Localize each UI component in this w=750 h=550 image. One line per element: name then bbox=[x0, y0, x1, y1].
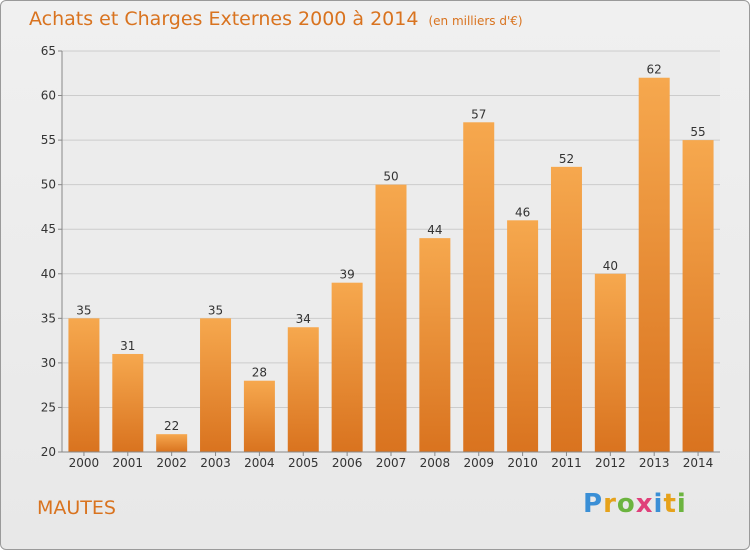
logo-letter: P bbox=[583, 489, 604, 519]
y-tick-label: 40 bbox=[41, 267, 56, 281]
bar-value-label: 62 bbox=[647, 63, 662, 77]
x-tick-label: 2006 bbox=[332, 456, 363, 470]
bar-value-label: 22 bbox=[164, 419, 179, 433]
bar bbox=[638, 77, 670, 452]
bar-value-label: 46 bbox=[515, 205, 530, 219]
bar-value-label: 44 bbox=[427, 223, 442, 237]
logo-letter: r bbox=[603, 489, 617, 519]
logo-letter: o bbox=[616, 489, 636, 519]
x-tick-label: 2012 bbox=[595, 456, 626, 470]
logo-letter: i bbox=[653, 489, 664, 519]
x-tick-label: 2001 bbox=[113, 456, 144, 470]
logo-letter: x bbox=[635, 489, 654, 519]
y-tick-label: 20 bbox=[41, 445, 56, 459]
bar bbox=[331, 282, 363, 452]
bar bbox=[156, 434, 188, 452]
title-unit: (en milliers d'€) bbox=[428, 14, 523, 28]
bar-value-label: 39 bbox=[339, 268, 354, 282]
bar bbox=[463, 122, 495, 453]
bar bbox=[375, 184, 407, 452]
x-tick-label: 2000 bbox=[69, 456, 100, 470]
bar bbox=[419, 238, 451, 452]
bar-value-label: 28 bbox=[252, 366, 267, 380]
x-tick-label: 2014 bbox=[683, 456, 714, 470]
bar-value-label: 34 bbox=[296, 312, 311, 326]
y-tick-label: 50 bbox=[41, 178, 56, 192]
logo-letter: i bbox=[676, 489, 687, 519]
y-tick-label: 60 bbox=[41, 89, 56, 103]
bar bbox=[507, 220, 539, 452]
bar-value-label: 55 bbox=[690, 125, 705, 139]
x-tick-label: 2010 bbox=[507, 456, 538, 470]
y-tick-label: 55 bbox=[41, 133, 56, 147]
bar-value-label: 52 bbox=[559, 152, 574, 166]
y-tick-label: 30 bbox=[41, 356, 56, 370]
x-tick-label: 2008 bbox=[420, 456, 451, 470]
x-tick-label: 2004 bbox=[244, 456, 275, 470]
y-tick-label: 65 bbox=[41, 44, 56, 58]
bar bbox=[287, 327, 319, 452]
bar bbox=[112, 353, 144, 452]
x-tick-label: 2005 bbox=[288, 456, 319, 470]
bar bbox=[200, 318, 232, 452]
title-text: Achats et Charges Externes 2000 à 2014 bbox=[29, 8, 419, 30]
bar bbox=[594, 273, 626, 452]
bar-value-label: 35 bbox=[208, 303, 223, 317]
y-tick-label: 25 bbox=[41, 400, 56, 414]
axis-layer: 20 25 30 35 40 45 50 55 60 65 2000 2001 2002 2003 2004… bbox=[41, 44, 720, 470]
bar bbox=[682, 140, 714, 452]
bar-value-label: 57 bbox=[471, 107, 486, 121]
bar bbox=[550, 166, 582, 452]
bar-value-label: 35 bbox=[76, 303, 91, 317]
y-tick-label: 35 bbox=[41, 311, 56, 325]
bar-value-label: 40 bbox=[603, 259, 618, 273]
commune-name: MAUTES bbox=[37, 497, 116, 519]
y-tick-label: 45 bbox=[41, 222, 56, 236]
bar bbox=[68, 318, 100, 452]
x-tick-label: 2013 bbox=[639, 456, 670, 470]
proxiti-logo[interactable]: Proxiti bbox=[583, 489, 687, 519]
bar-value-label: 50 bbox=[383, 170, 398, 184]
chart-title: Achats et Charges Externes 2000 à 2014 (e… bbox=[29, 8, 523, 30]
bar-layer: 35 31 22 35 28 34 39 50 44 57 46 52 40 62 55 bbox=[68, 63, 714, 453]
logo-letter: t bbox=[663, 489, 677, 519]
x-tick-label: 2007 bbox=[376, 456, 407, 470]
x-tick-label: 2011 bbox=[551, 456, 582, 470]
bar bbox=[243, 380, 275, 452]
bar-value-label: 31 bbox=[120, 339, 135, 353]
x-tick-label: 2002 bbox=[156, 456, 187, 470]
x-tick-label: 2009 bbox=[463, 456, 494, 470]
x-tick-label: 2003 bbox=[200, 456, 231, 470]
